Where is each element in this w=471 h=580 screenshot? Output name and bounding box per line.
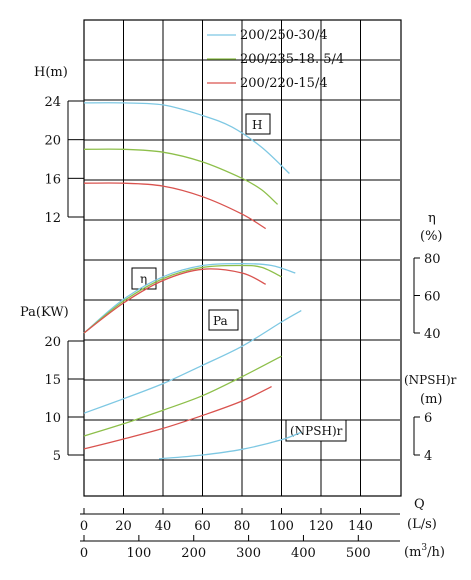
head-tick-label: 24 — [44, 95, 61, 110]
legend: 200/250-30/4 200/235-18. 5/4 200/220-15/… — [207, 28, 344, 91]
curve-label-npsh: (NPSH)r — [285, 419, 347, 442]
eff-axis-title-line2: (%) — [420, 229, 443, 244]
svg-text:H: H — [252, 118, 262, 132]
flow-m3h-tick-label: 200 — [181, 546, 206, 561]
head-tick-label: 12 — [44, 211, 61, 226]
flow-ls-unit: (L/s) — [407, 517, 437, 532]
plot-frame — [83, 19, 402, 497]
flow-ls-tick-label: 100 — [269, 519, 294, 534]
flow-ls-ticks: 0 20 40 60 80 100 120 140 — [80, 508, 373, 534]
flow-ls-tick-label: 20 — [115, 519, 132, 534]
eff-tick-label: 80 — [424, 252, 441, 267]
npsh-tick-label: 4 — [424, 449, 432, 464]
power-curve-3 — [83, 386, 272, 450]
power-tick-label: 5 — [53, 449, 61, 464]
power-tick-label: 20 — [44, 335, 61, 350]
flow-ls-tick-label: 0 — [80, 519, 88, 534]
power-tick-label: 10 — [44, 411, 61, 426]
svg-text:Pa: Pa — [213, 314, 228, 328]
npsh-axis-title-line1: (NPSH)r — [404, 373, 457, 387]
flow-ls-tick-label: 140 — [348, 519, 373, 534]
flow-m3h-tick-label: 100 — [126, 546, 151, 561]
efficiency-curve-1 — [83, 262, 296, 334]
efficiency-curve-3 — [83, 268, 266, 334]
power-axis-title: Pa(KW) — [20, 305, 69, 320]
eff-axis-title-line1: η — [428, 211, 436, 226]
eff-tick-label: 40 — [424, 327, 441, 342]
efficiency-curve-2 — [83, 264, 282, 334]
flow-m3h-unit: (m3/h) — [404, 543, 445, 560]
eff-tick-label: 60 — [424, 290, 441, 305]
head-axis-ticks: 24 20 16 12 — [44, 95, 84, 226]
eff-axis-ticks: 80 60 40 — [413, 252, 441, 342]
curve-label-pa: Pa — [208, 309, 239, 331]
svg-text:(NPSH)r: (NPSH)r — [290, 424, 343, 438]
power-curve-1 — [83, 310, 302, 414]
flow-m3h-tick-label: 400 — [291, 546, 316, 561]
flow-ls-tick-label: 120 — [309, 519, 334, 534]
curve-label-eta: η — [131, 267, 157, 290]
flow-m3h-ticks: 0 100 200 300 400 500 — [80, 535, 371, 561]
chart-grid — [84, 20, 400, 496]
npsh-axis-ticks: 64 — [413, 411, 432, 464]
npsh-curve-1 — [159, 431, 302, 460]
performance-curves — [83, 102, 302, 460]
flow-m3h-tick-label: 300 — [236, 546, 261, 561]
flow-ls-tick-label: 60 — [194, 519, 211, 534]
power-axis-ticks: 20 15 10 5 — [44, 335, 84, 464]
power-tick-label: 15 — [44, 373, 61, 388]
curve-label-h: H — [245, 113, 271, 135]
npsh-axis-title-line2: (m) — [420, 392, 442, 407]
head-curve-3 — [83, 182, 267, 230]
head-axis-title: H(m) — [34, 65, 68, 80]
flow-m3h-tick-label: 0 — [80, 546, 88, 561]
power-curve-2 — [83, 355, 282, 437]
head-tick-label: 20 — [44, 134, 61, 149]
flow-q-label: Q — [414, 497, 425, 512]
head-curve-1 — [83, 102, 290, 174]
legend-label-3: 200/220-15/4 — [240, 76, 328, 91]
npsh-tick-label: 6 — [424, 411, 432, 426]
flow-ls-tick-label: 80 — [234, 519, 251, 534]
legend-label-1: 200/250-30/4 — [240, 28, 328, 43]
svg-text:η: η — [140, 272, 147, 286]
flow-m3h-tick-label: 500 — [346, 546, 371, 561]
legend-label-2: 200/235-18. 5/4 — [240, 52, 344, 67]
head-curve-2 — [83, 148, 279, 205]
head-tick-label: 16 — [44, 172, 61, 187]
flow-ls-tick-label: 40 — [155, 519, 172, 534]
